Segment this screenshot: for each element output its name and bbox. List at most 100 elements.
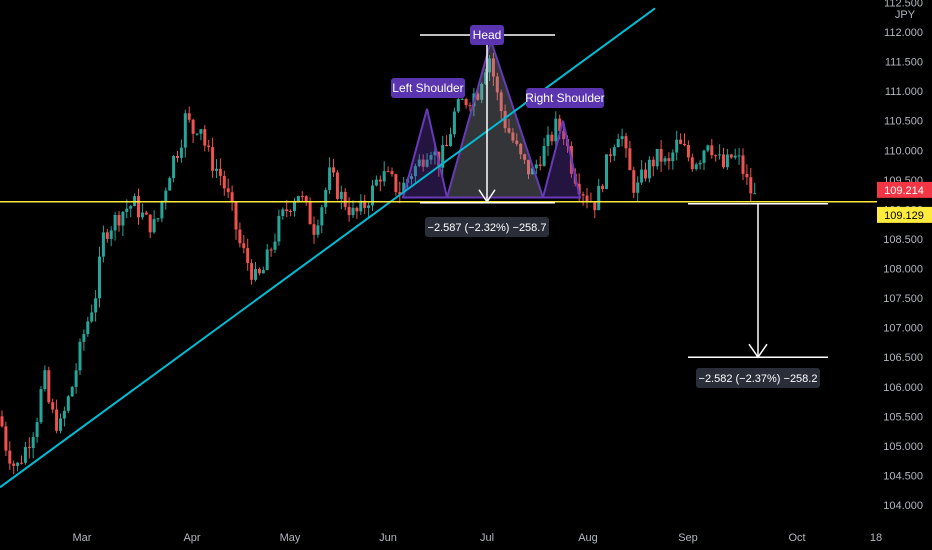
candle-body xyxy=(706,145,710,151)
candle xyxy=(714,154,718,162)
candle-body xyxy=(390,171,394,175)
candle-body xyxy=(218,168,222,176)
trendline[interactable] xyxy=(0,7,656,489)
candle-body xyxy=(277,216,281,242)
candle-body xyxy=(265,249,269,270)
right-shoulder-shape[interactable] xyxy=(541,120,582,199)
candle xyxy=(47,366,51,404)
candle xyxy=(367,201,371,217)
candle-body xyxy=(0,416,4,427)
candle-body xyxy=(328,167,332,190)
candle-body xyxy=(222,175,226,189)
candle-body xyxy=(179,147,183,158)
last-price-value: 109.214 xyxy=(884,185,924,197)
candle xyxy=(355,206,359,219)
candle xyxy=(675,130,679,161)
candle-body xyxy=(675,139,679,153)
candle-body xyxy=(78,341,82,371)
candle xyxy=(304,195,308,206)
candle xyxy=(148,214,152,239)
candle xyxy=(343,188,347,211)
candle-body xyxy=(640,169,644,183)
candle xyxy=(78,338,82,376)
last-price-tag: 109.214 xyxy=(877,181,932,198)
candle xyxy=(445,135,449,147)
candle-body xyxy=(632,170,636,193)
candle xyxy=(737,147,741,165)
price-tick-label: 111.500 xyxy=(885,57,923,69)
candle-body xyxy=(39,389,43,423)
candle xyxy=(117,211,121,232)
candle xyxy=(203,125,207,152)
candle xyxy=(257,267,261,276)
candle xyxy=(413,163,417,183)
candle-body xyxy=(667,158,671,162)
candle xyxy=(113,212,117,241)
candle xyxy=(269,247,273,257)
candle-body xyxy=(51,402,55,410)
candle xyxy=(417,154,421,168)
price-tick-label: 106.500 xyxy=(883,352,923,364)
candle-body xyxy=(168,178,172,191)
candle xyxy=(550,131,554,146)
candle xyxy=(82,329,86,351)
candle xyxy=(616,133,620,148)
candle-body xyxy=(378,179,382,182)
candle xyxy=(425,153,429,168)
candle xyxy=(581,191,585,206)
drawings-layer[interactable]: Head Left Shoulder Right Shoulder −2.587… xyxy=(0,7,877,489)
candle-body xyxy=(367,205,371,208)
candle xyxy=(335,170,339,201)
candle-body xyxy=(733,155,737,158)
candle-body xyxy=(441,144,445,168)
price-axis[interactable]: 104.000 104.500 105.000 105.500 106.000 106.5… xyxy=(883,0,923,512)
right-shoulder-label-bg[interactable] xyxy=(526,88,604,108)
time-axis[interactable]: Mar Apr May Jun Jul Aug Sep Oct 18 xyxy=(73,532,883,544)
candle-body xyxy=(722,154,725,168)
candle-body xyxy=(12,463,16,466)
price-tick-label: 112.000 xyxy=(884,27,923,39)
head-label: Head xyxy=(473,28,502,42)
candle xyxy=(222,170,226,196)
candle-body xyxy=(129,206,133,209)
candle xyxy=(659,140,663,173)
candle xyxy=(187,106,191,123)
price-tick-label: 110.500 xyxy=(884,116,923,128)
candle-body xyxy=(320,207,324,226)
candle-body xyxy=(117,214,121,226)
candle xyxy=(542,137,546,167)
head-label-bg[interactable] xyxy=(470,25,504,45)
candle xyxy=(121,210,125,237)
candle-body xyxy=(74,370,78,387)
candle xyxy=(90,304,94,323)
candle-body xyxy=(226,188,230,193)
candle-body xyxy=(499,92,503,112)
candle xyxy=(339,185,343,210)
left-shoulder-label-bg[interactable] xyxy=(391,78,465,98)
candle-body xyxy=(425,159,429,167)
line-price-value: 109.129 xyxy=(884,210,924,222)
candle-body xyxy=(105,232,109,239)
candle xyxy=(527,159,530,180)
candle-body xyxy=(745,173,749,178)
candle-body xyxy=(308,201,312,225)
candle-body xyxy=(300,196,304,198)
left-shoulder-shape[interactable] xyxy=(401,108,449,199)
candle xyxy=(585,187,589,209)
candle xyxy=(320,204,324,234)
candle xyxy=(636,176,640,201)
candle xyxy=(390,167,394,177)
candle xyxy=(624,132,628,158)
candle-body xyxy=(199,129,203,134)
head-shape[interactable] xyxy=(445,37,545,199)
candle-body xyxy=(468,105,472,107)
candle-body xyxy=(519,143,523,155)
candle-body xyxy=(234,202,238,230)
candle xyxy=(0,410,4,428)
candle xyxy=(612,144,616,161)
candle-body xyxy=(191,119,195,134)
candle-body xyxy=(374,179,378,186)
candle-body xyxy=(70,386,74,397)
